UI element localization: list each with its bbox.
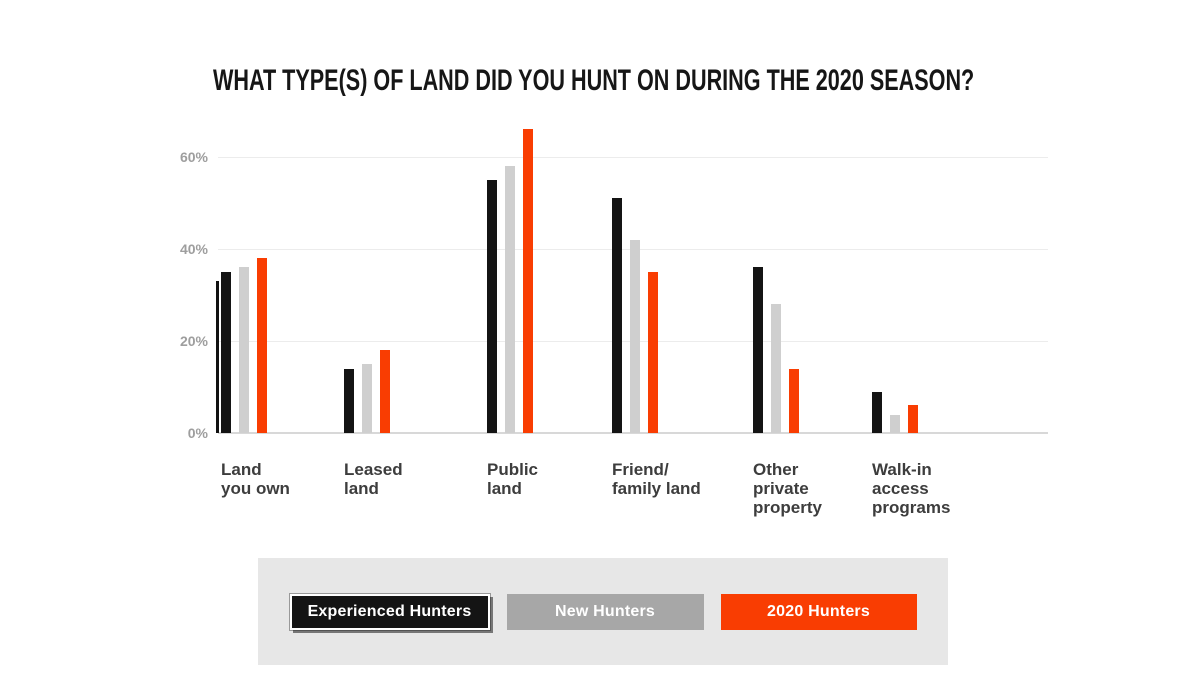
bar-new-hunters-land-you-own [239, 267, 249, 433]
bar-2020-hunters-leased-land [380, 350, 390, 433]
bar-2020-hunters-walk-in-access-programs [908, 405, 918, 433]
category-label-other-private-property: Other private property [753, 460, 883, 517]
bar-experienced-hunters-walk-in-access-programs [872, 391, 882, 433]
bar-new-hunters-other-private-property [771, 304, 781, 433]
bar-experienced-hunters-leased-land [344, 368, 354, 433]
bar-2020-hunters-land-you-own [257, 258, 267, 433]
legend-chip-2020-hunters[interactable]: 2020 Hunters [720, 593, 917, 630]
bar-2020-hunters-friend-family-land [648, 272, 658, 433]
bar-experienced-hunters-friend-family-land [612, 198, 622, 433]
category-label-line: Leased [344, 460, 403, 479]
category-label-line: Walk-in [872, 460, 932, 479]
bar-experienced-hunters-other-private-property [753, 267, 763, 433]
y-axis-accent-bar [216, 281, 219, 433]
category-label-public-land: Public land [487, 460, 617, 498]
category-label-friend-family-land: Friend/family land [612, 460, 742, 498]
category-label-line: private [753, 479, 809, 498]
category-label-land-you-own: Land you own [221, 460, 351, 498]
y-axis-tick-label-60pct: 60% [179, 149, 208, 165]
y-axis-tick-label-40pct: 40% [179, 241, 208, 257]
category-label-line: you own [221, 479, 290, 498]
category-label-line: property [753, 498, 822, 517]
category-label-line: family land [612, 479, 701, 498]
bar-new-hunters-walk-in-access-programs [890, 414, 900, 433]
bar-new-hunters-friend-family-land [630, 239, 640, 433]
chart-title: WHAT TYPE(S) OF LAND DID YOU HUNT ON DUR… [213, 64, 975, 97]
bar-2020-hunters-other-private-property [789, 368, 799, 433]
bar-new-hunters-leased-land [362, 364, 372, 433]
category-label-line: Land [221, 460, 262, 479]
category-label-line: Public [487, 460, 539, 479]
legend-chip-experienced-hunters[interactable]: Experienced Hunters [289, 593, 490, 630]
category-label-leased-land: Leased land [344, 460, 474, 498]
category-label-line: Other [753, 460, 799, 479]
gridline-0pct [218, 432, 1048, 434]
y-axis-tick-label-20pct: 20% [179, 333, 208, 349]
category-label-walk-in-access-programs: Walk-in access programs [872, 460, 1002, 517]
bar-2020-hunters-public-land [523, 129, 533, 433]
legend-panel: Experienced Hunters New Hunters 2020 Hunte… [258, 558, 948, 665]
y-axis-tick-label-0pct: 0% [187, 425, 208, 441]
bar-experienced-hunters-public-land [487, 180, 497, 433]
category-label-line: programs [872, 498, 951, 517]
category-label-line: access [872, 479, 929, 498]
bar-new-hunters-public-land [505, 166, 515, 433]
bar-experienced-hunters-land-you-own [221, 272, 231, 433]
category-label-line: land [344, 479, 379, 498]
gridline-60pct [218, 157, 1048, 158]
category-label-line: Friend/ [612, 460, 669, 479]
category-label-line: land [487, 479, 522, 498]
legend-chip-new-hunters[interactable]: New Hunters [506, 593, 704, 630]
